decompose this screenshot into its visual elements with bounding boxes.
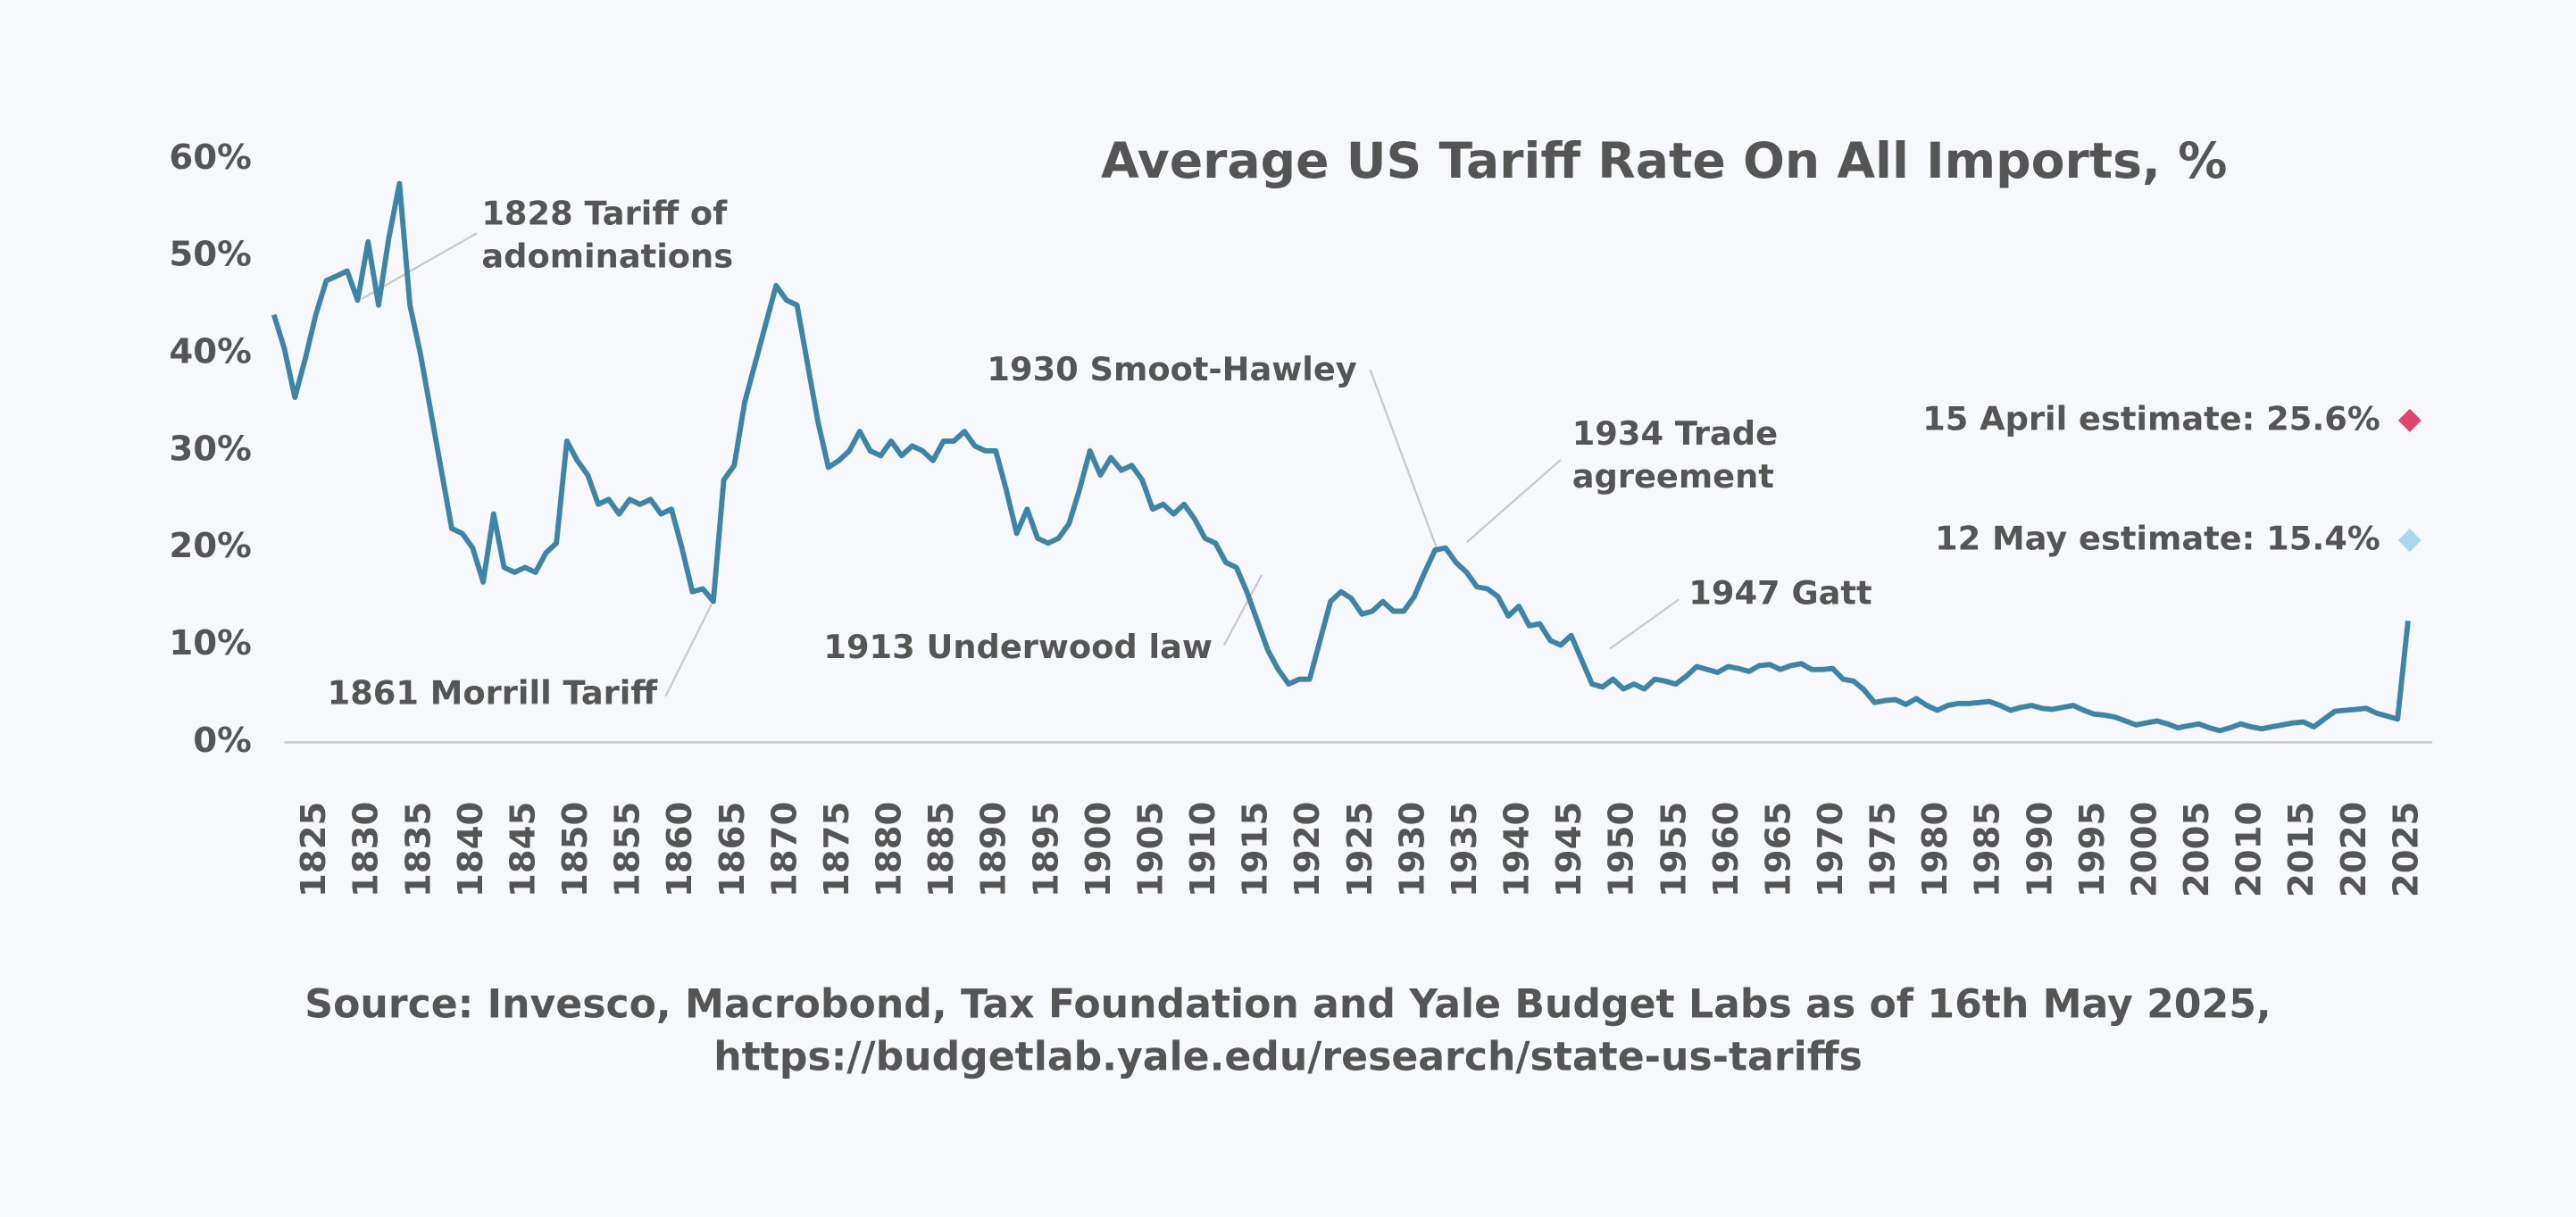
x-tick-label: 1875 — [817, 802, 857, 897]
annotation-leader — [664, 604, 713, 697]
x-tick-label: 1995 — [2072, 802, 2113, 897]
x-tick-label: 1965 — [1758, 802, 1798, 897]
y-tick-label: 40% — [169, 332, 251, 372]
y-tick-label: 20% — [169, 526, 251, 566]
x-tick-label: 1955 — [1654, 802, 1694, 897]
annotation: 1913 Underwood law — [823, 628, 1213, 666]
series-line — [271, 180, 2411, 734]
x-tick-label: 1830 — [346, 802, 387, 897]
annotation: 1947 Gatt — [1688, 573, 1872, 612]
annotation: adominations — [481, 237, 733, 275]
x-tick-label: 1945 — [1549, 802, 1589, 897]
x-tick-label: 1970 — [1811, 802, 1851, 897]
x-tick-label: 1865 — [713, 802, 753, 897]
annotation-leader — [1369, 369, 1438, 551]
annotation: 1934 Trade — [1572, 414, 1778, 453]
x-tick-label: 1895 — [1026, 802, 1066, 897]
x-tick-label: 1960 — [1706, 802, 1747, 897]
chart-title: Average US Tariff Rate On All Imports, % — [1101, 133, 2227, 190]
x-tick-label: 2015 — [2281, 802, 2322, 897]
x-tick-label: 1930 — [1392, 802, 1432, 897]
y-tick-label: 30% — [169, 429, 251, 469]
x-tick-label: 1940 — [1497, 802, 1538, 897]
x-tick-label: 1935 — [1445, 802, 1485, 897]
annotation-leader — [1466, 459, 1562, 543]
x-tick-label: 1880 — [870, 802, 910, 897]
estimate-label: 12 May estimate: 15.4% — [1935, 520, 2380, 558]
x-tick-label: 1920 — [1288, 802, 1328, 897]
source: https://budgetlab.yale.edu/research/stat… — [713, 1034, 1862, 1079]
x-tick-label: 2025 — [2386, 802, 2426, 897]
y-tick-label: 60% — [169, 138, 251, 178]
x-tick-label: 1835 — [398, 802, 438, 897]
x-tick-label: 1845 — [503, 802, 543, 897]
y-tick-label: 0% — [193, 721, 252, 761]
x-tick-label: 1840 — [451, 802, 491, 897]
x-tick-label: 1900 — [1079, 802, 1119, 897]
x-tick-label: 1890 — [974, 802, 1014, 897]
x-tick-label: 1985 — [1968, 802, 2008, 897]
x-tick-label: 2005 — [2177, 802, 2217, 897]
estimate-label: 15 April estimate: 25.6% — [1922, 399, 2380, 438]
annotation-leader — [1609, 598, 1680, 650]
annotation: agreement — [1572, 457, 1774, 496]
x-tick-label: 1925 — [1340, 802, 1380, 897]
x-tick-label: 1915 — [1236, 802, 1276, 897]
x-tick-label: 2010 — [2230, 802, 2270, 897]
x-tick-label: 1860 — [660, 802, 700, 897]
x-tick-label: 1825 — [294, 802, 334, 897]
x-tick-label: 2020 — [2334, 802, 2374, 897]
x-tick-label: 2000 — [2124, 802, 2164, 897]
x-tick-label: 1980 — [1915, 802, 1955, 897]
x-tick-label: 1975 — [1863, 802, 1904, 897]
x-tick-label: 1990 — [2020, 802, 2060, 897]
y-tick-label: 10% — [169, 623, 251, 663]
x-tick-label: 1855 — [608, 802, 648, 897]
annotation: 1828 Tariff of — [481, 194, 728, 232]
annotation: 1861 Morrill Tariff — [328, 674, 659, 713]
y-tick-label: 50% — [169, 235, 251, 275]
x-tick-label: 1850 — [555, 802, 596, 897]
annotation: 1930 Smoot-Hawley — [987, 350, 1356, 388]
x-tick-label: 1885 — [921, 802, 962, 897]
annotation-leader — [1222, 574, 1263, 646]
source: Source: Invesco, Macrobond, Tax Foundati… — [304, 982, 2271, 1028]
x-tick-label: 1950 — [1602, 802, 1642, 897]
x-tick-label: 1910 — [1183, 802, 1223, 897]
x-tick-label: 1905 — [1130, 802, 1171, 897]
x-tick-label: 1870 — [764, 802, 804, 897]
